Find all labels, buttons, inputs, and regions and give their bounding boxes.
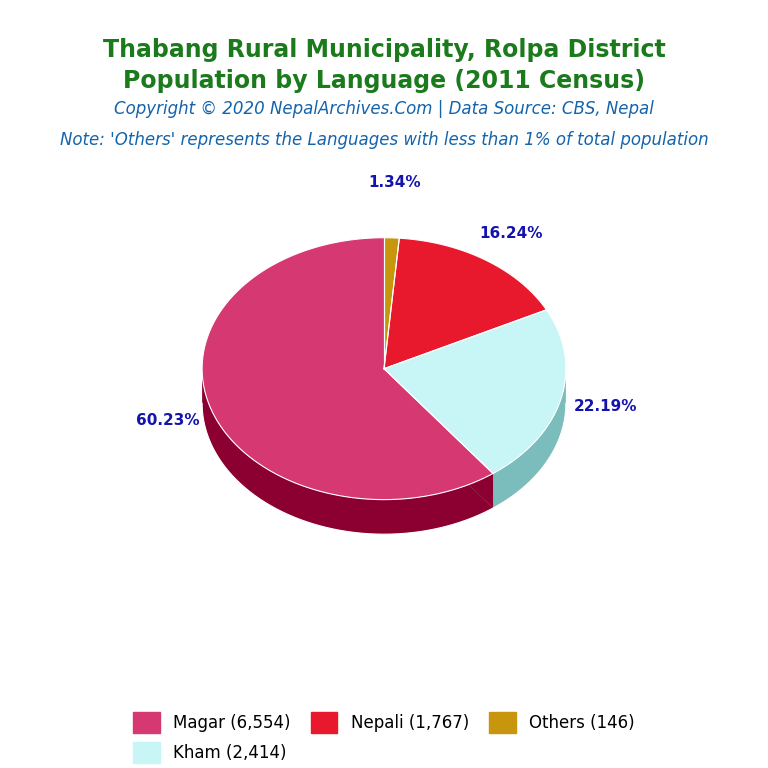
- Legend: Magar (6,554), Kham (2,414), Nepali (1,767), Others (146): Magar (6,554), Kham (2,414), Nepali (1,7…: [125, 703, 643, 768]
- Text: 60.23%: 60.23%: [137, 413, 200, 428]
- Polygon shape: [202, 238, 493, 500]
- Polygon shape: [384, 238, 399, 369]
- Text: 16.24%: 16.24%: [479, 226, 543, 240]
- Text: Population by Language (2011 Census): Population by Language (2011 Census): [123, 68, 645, 93]
- Polygon shape: [202, 369, 493, 535]
- Text: 22.19%: 22.19%: [574, 399, 637, 414]
- Text: Thabang Rural Municipality, Rolpa District: Thabang Rural Municipality, Rolpa Distri…: [103, 38, 665, 62]
- Polygon shape: [384, 369, 493, 508]
- Text: Note: 'Others' represents the Languages with less than 1% of total population: Note: 'Others' represents the Languages …: [60, 131, 708, 149]
- Polygon shape: [384, 369, 493, 508]
- Text: 1.34%: 1.34%: [369, 175, 421, 190]
- Polygon shape: [384, 238, 547, 369]
- Text: Copyright © 2020 NepalArchives.Com | Data Source: CBS, Nepal: Copyright © 2020 NepalArchives.Com | Dat…: [114, 100, 654, 118]
- Polygon shape: [493, 369, 566, 508]
- Polygon shape: [384, 310, 566, 474]
